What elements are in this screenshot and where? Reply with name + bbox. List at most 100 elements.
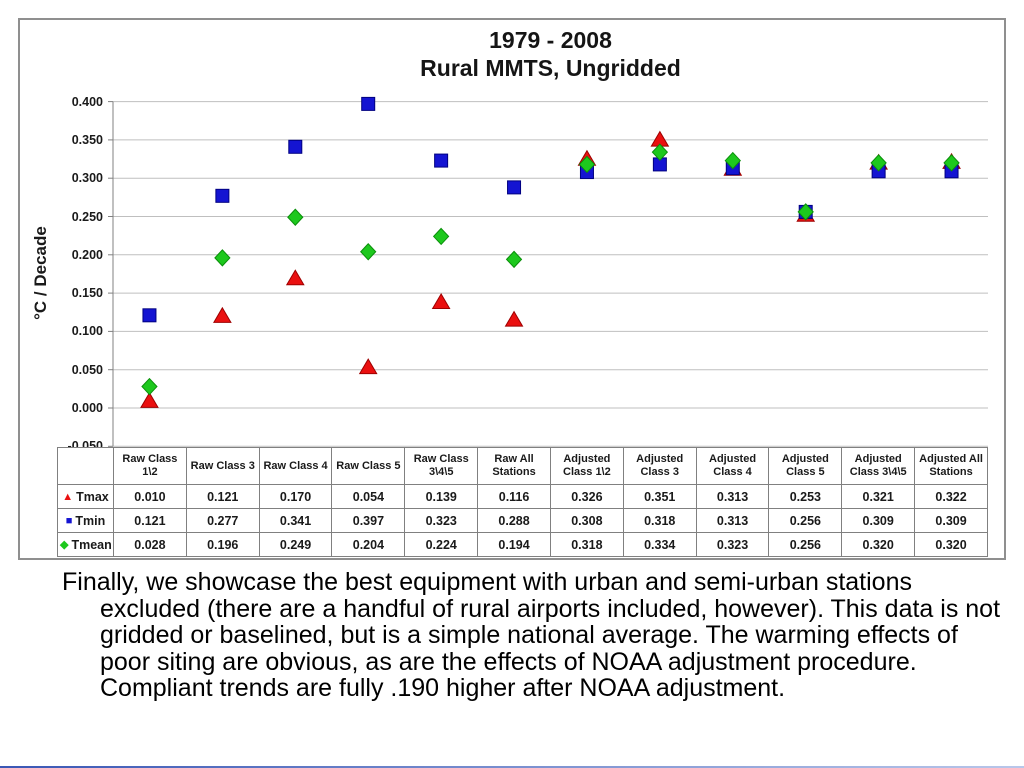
tmean-marker — [651, 143, 669, 161]
tmean-marker — [943, 154, 960, 172]
table-cell: 0.320 — [841, 532, 916, 557]
tmax-marker — [504, 310, 524, 327]
table-cell: 0.351 — [622, 484, 697, 509]
tmin-marker — [215, 188, 230, 203]
table-cell: 0.341 — [258, 508, 333, 533]
column-header: Adjusted Class 5 — [768, 447, 843, 485]
tmean-marker — [870, 154, 887, 172]
legend-cell-tmax: ▲ Tmax — [57, 484, 114, 509]
tmean-marker — [214, 249, 231, 267]
table-cell: 0.323 — [695, 532, 770, 557]
chart-title-line2: Rural MMTS, Ungridded — [420, 55, 681, 81]
table-cell: 0.318 — [622, 508, 697, 533]
tmean-marker — [578, 155, 596, 174]
tmin-marker — [361, 96, 376, 111]
column-header: Adjusted Class 1\2 — [549, 447, 624, 485]
column-header: Adjusted Class 3\4\5 — [841, 447, 916, 485]
y-tick-label: 0.350 — [71, 132, 103, 147]
table-cell: 0.256 — [768, 508, 843, 533]
table-cell: 0.288 — [477, 508, 551, 533]
column-header: Raw Class 5 — [331, 447, 406, 485]
tmean-marker — [724, 151, 741, 170]
column-header: Raw Class 1\2 — [113, 447, 187, 485]
table-cell: 0.277 — [185, 508, 260, 533]
tmean-marker — [505, 250, 523, 269]
table-cell: 0.054 — [331, 484, 406, 509]
tmean-marker — [432, 227, 450, 246]
y-tick-label: 0.000 — [71, 401, 103, 415]
y-tick-label: 0.300 — [71, 171, 103, 186]
table-cell: 0.204 — [331, 532, 406, 557]
column-header: Raw Class 3\4\5 — [404, 447, 479, 485]
table-cell: 0.320 — [914, 532, 988, 557]
table-cell: 0.322 — [914, 484, 988, 509]
tmean-marker — [141, 377, 158, 396]
tmax-marker — [285, 269, 305, 286]
table-row: ▲ Tmax 0.010 0.121 0.170 0.054 0.139 0.116 0.326… — [57, 484, 988, 509]
table-cell: 0.318 — [549, 532, 624, 557]
table-cell: 0.224 — [404, 532, 479, 557]
table-row: ■ Tmin 0.121 0.277 0.341 0.397 0.323 0.288 0.308… — [57, 508, 988, 533]
triangle-icon: ▲ — [62, 490, 74, 503]
legend-cell-tmin: ■ Tmin — [57, 508, 114, 533]
data-table: Raw Class 1\2 Raw Class 3 Raw Class 4 Raw C… — [57, 447, 988, 557]
table-cell: 0.116 — [477, 484, 551, 509]
y-tick-label: 0.250 — [71, 209, 103, 224]
bottom-accent-bar — [0, 766, 1024, 768]
table-cell: 0.196 — [185, 532, 260, 557]
column-header: Raw Class 3 — [185, 447, 260, 485]
table-cell: 0.139 — [404, 484, 479, 509]
column-header: Adjusted Class 3 — [622, 447, 697, 485]
table-cell: 0.313 — [695, 508, 770, 533]
table-cell: 0.321 — [841, 484, 916, 509]
table-corner-cell — [57, 447, 114, 485]
scatter-plot-area — [108, 96, 988, 447]
y-tick-label: 0.150 — [71, 286, 103, 301]
table-cell: 0.121 — [113, 508, 187, 533]
column-header: Raw All Stations — [477, 447, 551, 485]
tmin-marker — [507, 180, 522, 195]
table-cell: 0.010 — [113, 484, 187, 509]
diamond-icon: ◆ — [60, 538, 69, 551]
table-cell: 0.309 — [914, 508, 988, 533]
column-header: Adjusted Class 4 — [695, 447, 770, 485]
tmin-marker — [434, 153, 449, 168]
table-cell: 0.397 — [331, 508, 406, 533]
tmax-marker — [431, 293, 451, 310]
y-tick-label: 0.050 — [71, 362, 103, 377]
caption-text: Finally, we showcase the best equipment … — [62, 568, 1001, 702]
table-cell: 0.313 — [695, 484, 770, 509]
table-row: ◆ Tmean 0.028 0.196 0.249 0.204 0.224 0.194 0.31… — [57, 532, 988, 557]
table-cell: 0.028 — [113, 532, 187, 557]
table-cell: 0.194 — [477, 532, 551, 557]
y-tick-label: 0.200 — [71, 247, 103, 262]
chart-title-line1: 1979 - 2008 — [489, 27, 612, 53]
y-tick-label: 0.100 — [71, 324, 103, 339]
tmean-marker — [360, 243, 377, 261]
table-cell: 0.256 — [768, 532, 843, 557]
table-cell: 0.323 — [404, 508, 479, 533]
y-axis-title: °C / Decade — [31, 226, 50, 320]
table-cell: 0.170 — [258, 484, 333, 509]
column-header: Adjusted All Stations — [914, 447, 988, 485]
table-cell: 0.334 — [622, 532, 697, 557]
chart-container: 1979 - 2008 Rural MMTS, Ungridded °C / D… — [18, 18, 1006, 560]
tmin-marker — [288, 139, 303, 154]
square-icon: ■ — [65, 514, 73, 527]
table-cell: 0.121 — [185, 484, 260, 509]
legend-cell-tmean: ◆ Tmean — [57, 532, 114, 557]
table-header-row: Raw Class 1\2 Raw Class 3 Raw Class 4 Raw C… — [57, 447, 988, 485]
table-cell: 0.326 — [549, 484, 624, 509]
column-header: Raw Class 4 — [258, 447, 333, 485]
tmean-marker — [287, 208, 304, 226]
tmax-marker — [140, 391, 159, 408]
table-cell: 0.308 — [549, 508, 624, 533]
tmin-marker — [142, 308, 157, 323]
tmax-marker — [213, 306, 232, 323]
table-cell: 0.249 — [258, 532, 333, 557]
tmean-marker — [797, 203, 814, 221]
y-tick-label: 0.400 — [71, 94, 103, 109]
table-cell: 0.253 — [768, 484, 843, 509]
tmax-marker — [358, 358, 378, 375]
